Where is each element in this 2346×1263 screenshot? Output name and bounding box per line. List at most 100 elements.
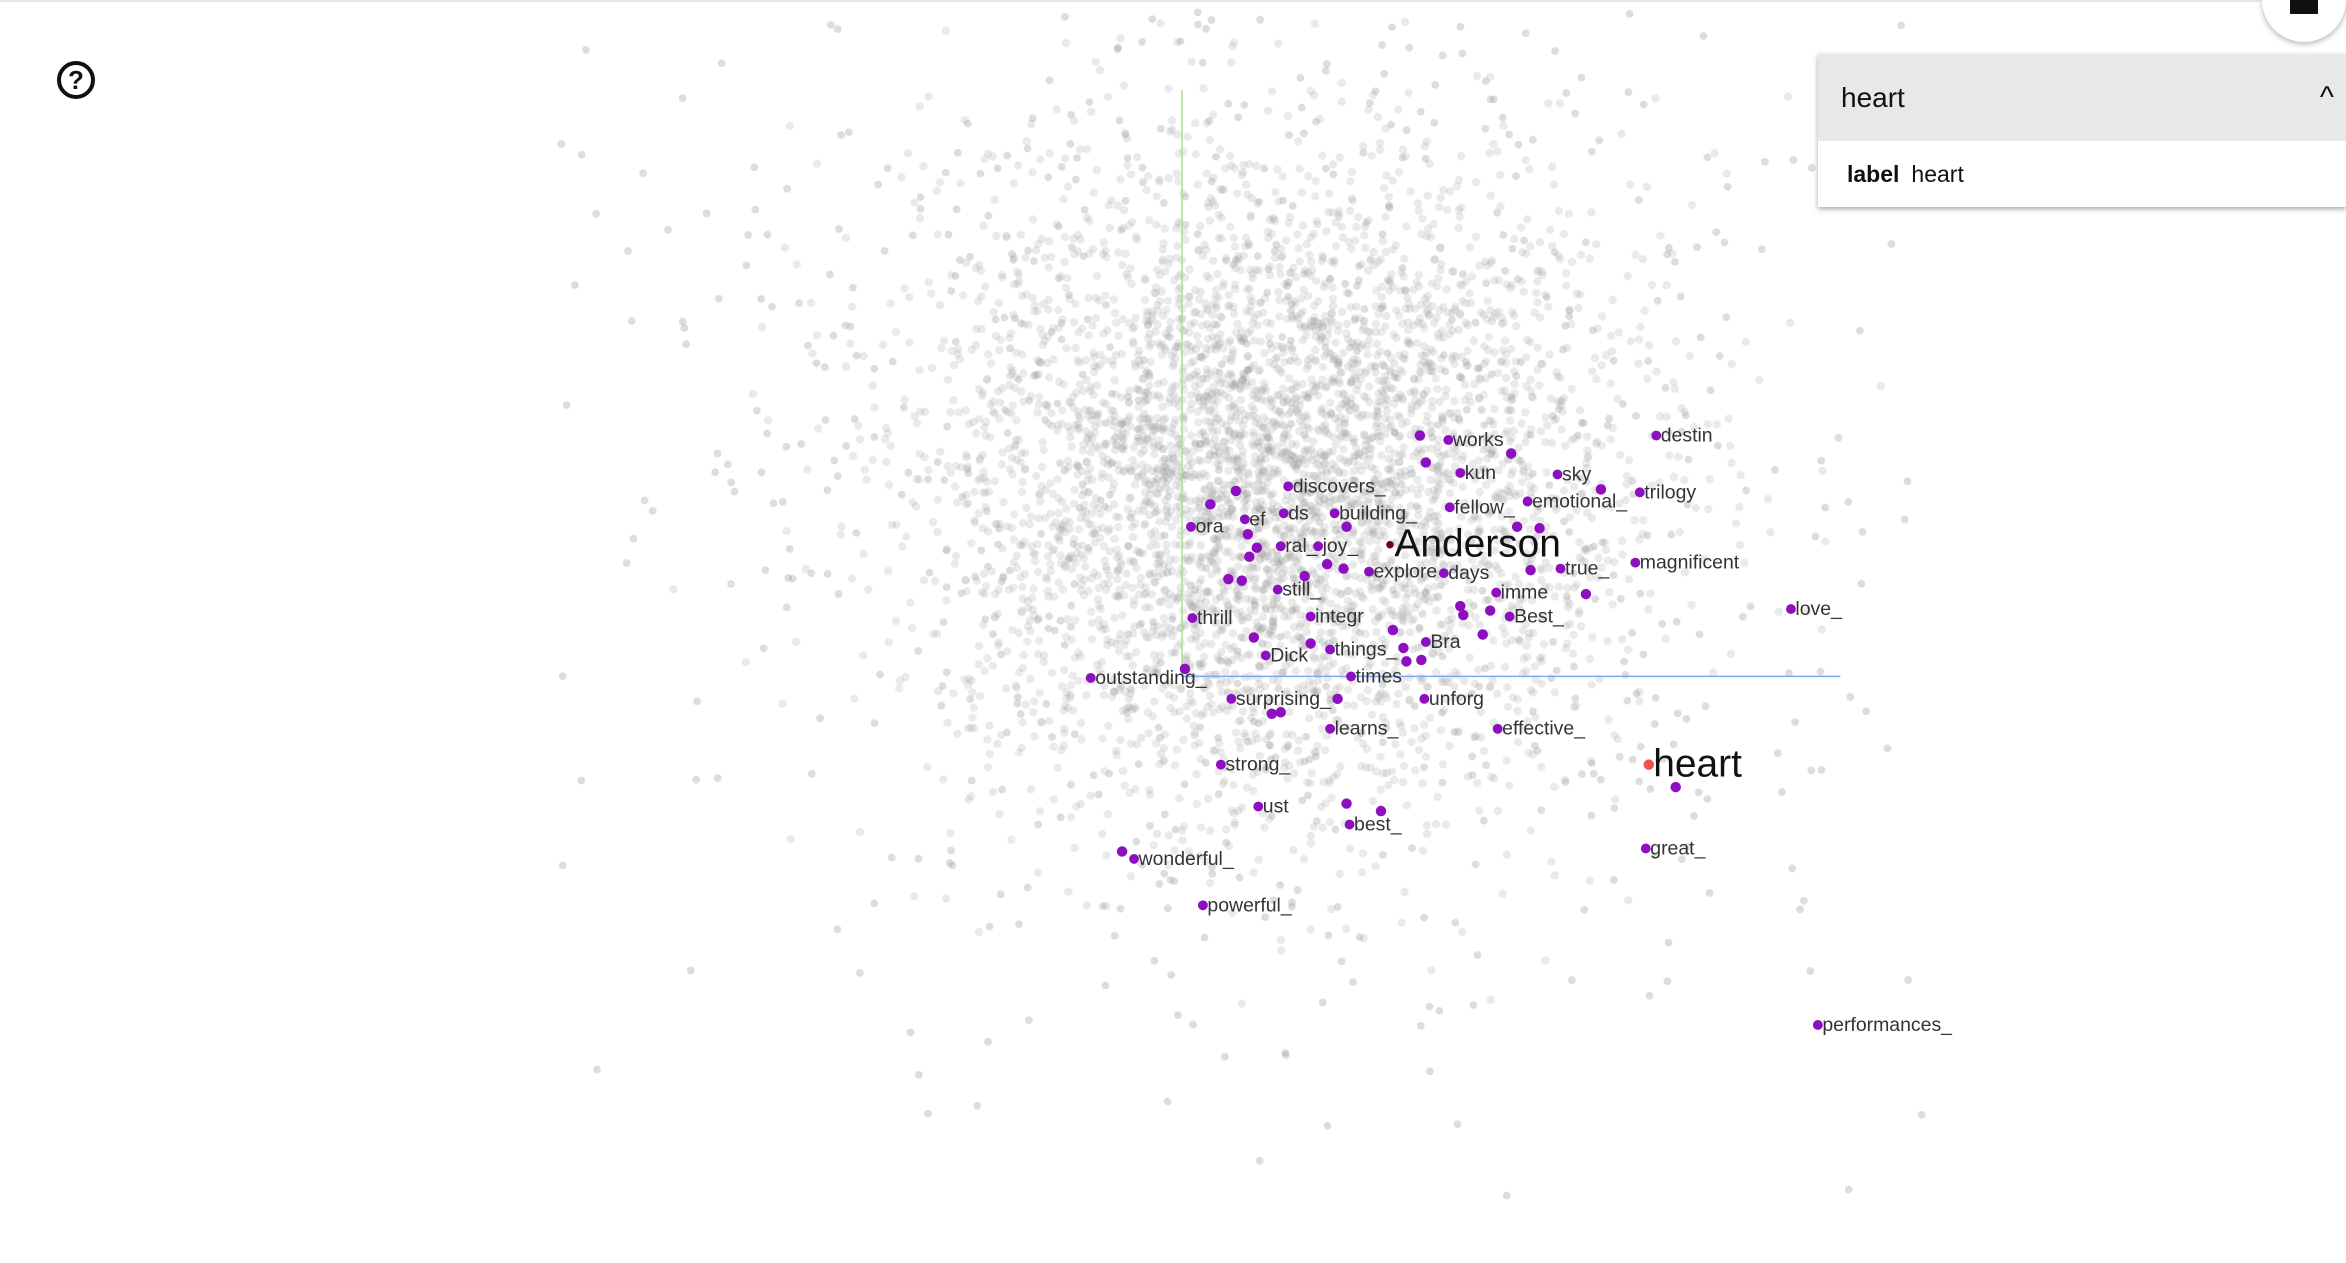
cloud-point: [1194, 396, 1204, 405]
cloud-point: [1661, 634, 1670, 644]
cloud-point: [1502, 1191, 1511, 1200]
cloud-point: [1228, 349, 1237, 359]
cloud-point: [1197, 511, 1206, 520]
cloud-point: [829, 331, 838, 340]
cloud-point: [1587, 680, 1596, 689]
cloud-point: [1451, 461, 1460, 471]
cloud-point: [1497, 319, 1506, 328]
cloud-point: [1059, 466, 1069, 476]
cloud-point: [1566, 320, 1576, 329]
cloud-point: [1240, 497, 1249, 507]
cloud-point: [1687, 600, 1696, 610]
cloud-point: [841, 362, 851, 371]
cloud-point: [1249, 703, 1258, 712]
cloud-point: [1186, 635, 1196, 644]
cloud-point: [996, 335, 1005, 345]
cloud-point: [962, 450, 971, 460]
cloud-point: [1490, 276, 1499, 285]
cloud-point: [1196, 754, 1205, 764]
cloud-point: [1319, 652, 1329, 661]
cloud-point: [1224, 338, 1233, 347]
cloud-point: [1355, 547, 1364, 557]
cloud-point: [1139, 500, 1148, 509]
cloud-point: [1103, 326, 1112, 335]
cloud-point: [1501, 266, 1510, 275]
cloud-point: [1347, 393, 1356, 403]
cloud-point: [1102, 301, 1110, 309]
cloud-point: [1016, 387, 1026, 396]
cloud-point: [904, 468, 913, 477]
cloud-point: [938, 682, 947, 690]
cloud-point: [1420, 141, 1430, 151]
cloud-point: [1618, 400, 1627, 408]
cloud-point: [1227, 161, 1236, 170]
cloud-point: [1030, 307, 1039, 316]
cloud-point: [1250, 582, 1260, 592]
cloud-point: [1379, 183, 1389, 193]
cloud-point: [1731, 519, 1741, 528]
cloud-point: [1194, 456, 1203, 465]
cloud-point: [1431, 565, 1441, 575]
cloud-point: [1639, 516, 1648, 525]
cloud-point: [1675, 527, 1684, 537]
cloud-point: [1195, 586, 1204, 595]
cloud-point: [1247, 377, 1257, 387]
cloud-point: [1211, 367, 1220, 376]
cloud-point: [1458, 49, 1467, 58]
cloud-point: [1179, 425, 1189, 434]
cloud-point: [1350, 571, 1360, 581]
cloud-point: [1067, 601, 1076, 610]
cloud-point: [1634, 196, 1643, 204]
cloud-point: [1415, 398, 1424, 407]
cloud-point: [1110, 534, 1119, 544]
cloud-point: [1063, 703, 1073, 713]
cloud-point: [1012, 373, 1021, 382]
cloud-point: [1440, 677, 1450, 687]
cloud-point: [1128, 509, 1137, 518]
cloud-point: [1075, 414, 1084, 423]
cloud-point: [1011, 314, 1019, 323]
cloud-point: [1250, 600, 1259, 609]
cloud-point: [1326, 398, 1335, 408]
cloud-point: [1230, 242, 1240, 251]
cloud-point: [993, 387, 1003, 396]
cloud-point: [841, 233, 851, 243]
cloud-point: [1184, 461, 1193, 471]
cloud-point: [1257, 480, 1267, 490]
cloud-point: [1700, 554, 1709, 564]
cloud-point: [1017, 350, 1027, 359]
cloud-point: [1184, 847, 1194, 856]
cloud-point: [1375, 584, 1384, 594]
cloud-point: [1611, 795, 1620, 804]
cloud-point: [1288, 552, 1298, 562]
cloud-point: [1407, 401, 1416, 410]
cloud-point: [1405, 695, 1414, 705]
cloud-point: [1493, 208, 1501, 217]
cloud-point: [1014, 435, 1024, 444]
cloud-point: [1150, 697, 1159, 706]
cloud-point: [1365, 537, 1374, 546]
cloud-point: [1303, 414, 1312, 423]
cloud-point: [1498, 593, 1508, 602]
cloud-point: [980, 474, 989, 483]
cloud-point: [1474, 665, 1483, 675]
cloud-point: [1057, 520, 1066, 529]
cloud-point: [1645, 991, 1654, 1000]
cloud-point: [1258, 585, 1268, 595]
cloud-point: [1335, 454, 1345, 463]
cloud-point: [1310, 19, 1320, 28]
cloud-point: [1454, 524, 1464, 534]
cloud-point: [1233, 256, 1242, 266]
cloud-point: [1060, 257, 1069, 267]
cloud-point: [1269, 621, 1278, 631]
cloud-point: [1227, 357, 1236, 366]
cloud-point: [1307, 566, 1317, 575]
cloud-point: [1135, 414, 1145, 423]
cloud-point: [1074, 411, 1084, 420]
cloud-point: [1118, 611, 1127, 620]
cloud-point: [1001, 684, 1011, 693]
cloud-point: [1232, 650, 1242, 660]
cloud-point: [1349, 978, 1357, 987]
cloud-point: [1269, 600, 1278, 609]
